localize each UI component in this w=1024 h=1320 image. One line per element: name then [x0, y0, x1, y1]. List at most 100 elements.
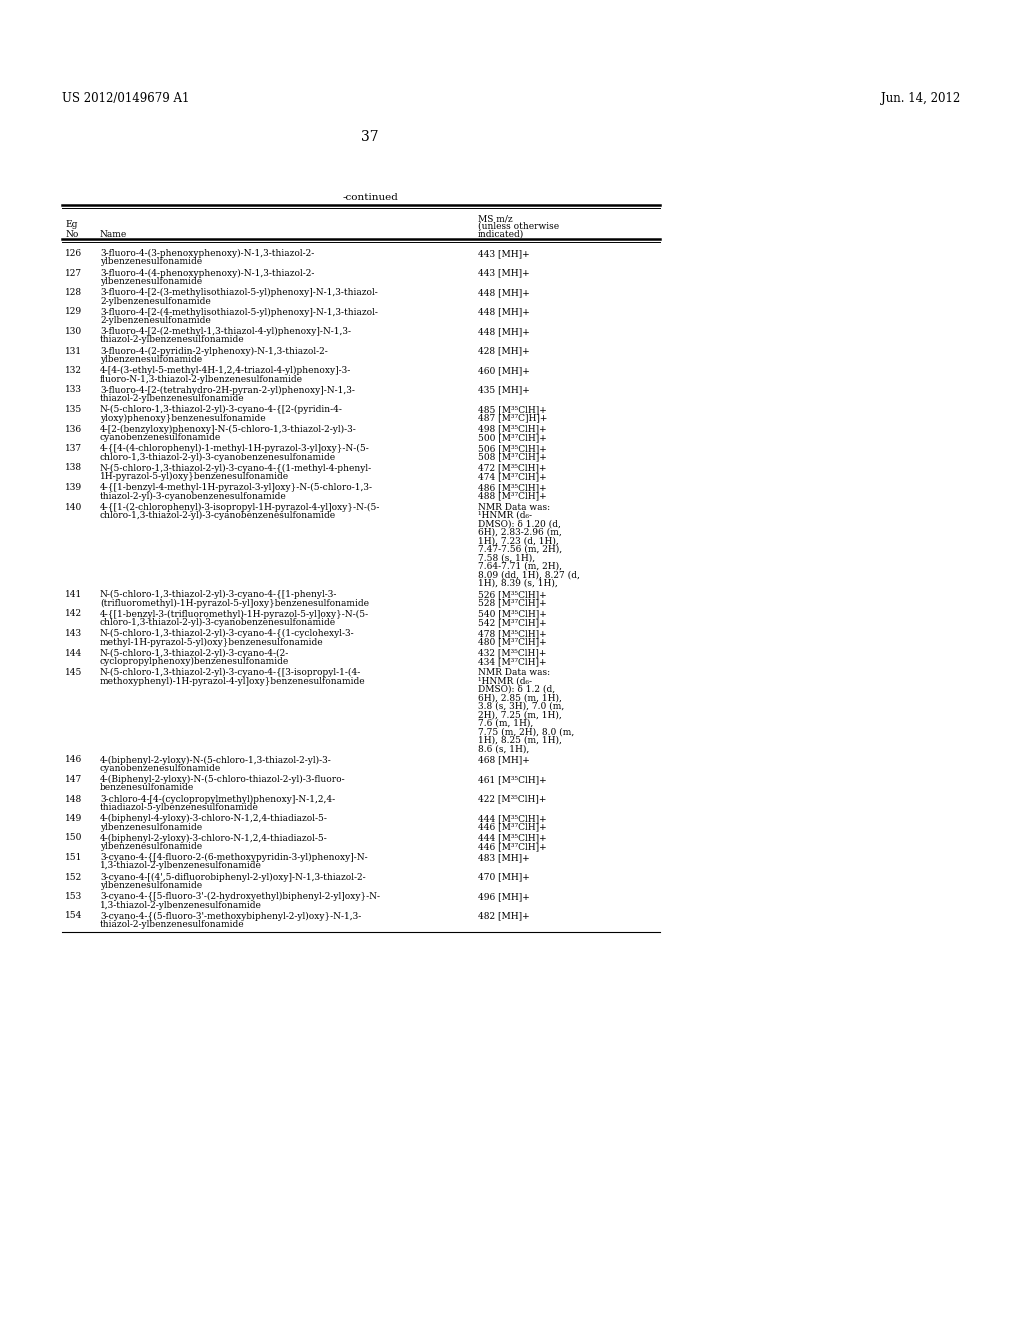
Text: 4-[2-(benzyloxy)phenoxy]-N-(5-chloro-1,3-thiazol-2-yl)-3-: 4-[2-(benzyloxy)phenoxy]-N-(5-chloro-1,3…	[100, 425, 356, 434]
Text: 37: 37	[361, 129, 379, 144]
Text: 4-(Biphenyl-2-yloxy)-N-(5-chloro-thiazol-2-yl)-3-fluoro-: 4-(Biphenyl-2-yloxy)-N-(5-chloro-thiazol…	[100, 775, 346, 784]
Text: N-(5-chloro-1,3-thiazol-2-yl)-3-cyano-4-{[3-isopropyl-1-(4-: N-(5-chloro-1,3-thiazol-2-yl)-3-cyano-4-…	[100, 668, 361, 677]
Text: (unless otherwise: (unless otherwise	[478, 222, 559, 231]
Text: ylbenzenesulfonamide: ylbenzenesulfonamide	[100, 355, 202, 364]
Text: 137: 137	[65, 444, 82, 453]
Text: 474 [M³⁷ClH]+: 474 [M³⁷ClH]+	[478, 473, 547, 480]
Text: 3-fluoro-4-[2-(4-methylisothiazol-5-yl)phenoxy]-N-1,3-thiazol-: 3-fluoro-4-[2-(4-methylisothiazol-5-yl)p…	[100, 308, 378, 317]
Text: 432 [M³⁵ClH]+: 432 [M³⁵ClH]+	[478, 648, 547, 657]
Text: ylbenzenesulfonamide: ylbenzenesulfonamide	[100, 822, 202, 832]
Text: 132: 132	[65, 366, 82, 375]
Text: thiazol-2-ylbenzenesulfonamide: thiazol-2-ylbenzenesulfonamide	[100, 393, 245, 403]
Text: 446 [M³⁷ClH]+: 446 [M³⁷ClH]+	[478, 842, 547, 851]
Text: 4-(biphenyl-4-yloxy)-3-chloro-N-1,2,4-thiadiazol-5-: 4-(biphenyl-4-yloxy)-3-chloro-N-1,2,4-th…	[100, 814, 328, 824]
Text: 496 [MH]+: 496 [MH]+	[478, 892, 529, 902]
Text: 7.75 (m, 2H), 8.0 (m,: 7.75 (m, 2H), 8.0 (m,	[478, 727, 574, 737]
Text: 4-[4-(3-ethyl-5-methyl-4H-1,2,4-triazol-4-yl)phenoxy]-3-: 4-[4-(3-ethyl-5-methyl-4H-1,2,4-triazol-…	[100, 366, 351, 375]
Text: 468 [MH]+: 468 [MH]+	[478, 755, 529, 764]
Text: chloro-1,3-thiazol-2-yl)-3-cyanobenzenesulfonamide: chloro-1,3-thiazol-2-yl)-3-cyanobenzenes…	[100, 511, 336, 520]
Text: 142: 142	[65, 610, 82, 619]
Text: 542 [M³⁷ClH]+: 542 [M³⁷ClH]+	[478, 618, 547, 627]
Text: 149: 149	[65, 814, 82, 822]
Text: 3-cyano-4-{[4-fluoro-2-(6-methoxypyridin-3-yl)phenoxy]-N-: 3-cyano-4-{[4-fluoro-2-(6-methoxypyridin…	[100, 853, 368, 862]
Text: 443 [MH]+: 443 [MH]+	[478, 249, 529, 257]
Text: 138: 138	[65, 463, 82, 473]
Text: 486 [M³⁵ClH]+: 486 [M³⁵ClH]+	[478, 483, 547, 492]
Text: 508 [M³⁷ClH]+: 508 [M³⁷ClH]+	[478, 453, 547, 462]
Text: 8.09 (dd, 1H), 8.27 (d,: 8.09 (dd, 1H), 8.27 (d,	[478, 570, 580, 579]
Text: ylbenzenesulfonamide: ylbenzenesulfonamide	[100, 880, 202, 890]
Text: 3-fluoro-4-(2-pyridin-2-ylphenoxy)-N-1,3-thiazol-2-: 3-fluoro-4-(2-pyridin-2-ylphenoxy)-N-1,3…	[100, 346, 328, 355]
Text: methoxyphenyl)-1H-pyrazol-4-yl]oxy}benzenesulfonamide: methoxyphenyl)-1H-pyrazol-4-yl]oxy}benze…	[100, 676, 366, 685]
Text: 126: 126	[65, 249, 82, 257]
Text: US 2012/0149679 A1: US 2012/0149679 A1	[62, 92, 189, 106]
Text: Jun. 14, 2012: Jun. 14, 2012	[881, 92, 961, 106]
Text: -continued: -continued	[342, 193, 398, 202]
Text: 1,3-thiazol-2-ylbenzenesulfonamide: 1,3-thiazol-2-ylbenzenesulfonamide	[100, 862, 262, 870]
Text: 7.6 (m, 1H),: 7.6 (m, 1H),	[478, 719, 534, 729]
Text: 3-fluoro-4-(4-phenoxyphenoxy)-N-1,3-thiazol-2-: 3-fluoro-4-(4-phenoxyphenoxy)-N-1,3-thia…	[100, 268, 314, 277]
Text: 153: 153	[65, 892, 82, 902]
Text: 4-{[1-benzyl-4-methyl-1H-pyrazol-3-yl]oxy}-N-(5-chloro-1,3-: 4-{[1-benzyl-4-methyl-1H-pyrazol-3-yl]ox…	[100, 483, 373, 492]
Text: 131: 131	[65, 346, 82, 355]
Text: 3-cyano-4-{[5-fluoro-3'-(2-hydroxyethyl)biphenyl-2-yl]oxy}-N-: 3-cyano-4-{[5-fluoro-3'-(2-hydroxyethyl)…	[100, 892, 380, 902]
Text: 446 [M³⁷ClH]+: 446 [M³⁷ClH]+	[478, 822, 547, 832]
Text: ¹HNMR (d₆-: ¹HNMR (d₆-	[478, 676, 532, 685]
Text: 6H), 2.85 (m, 1H),: 6H), 2.85 (m, 1H),	[478, 693, 562, 702]
Text: 444 [M³⁵ClH]+: 444 [M³⁵ClH]+	[478, 814, 547, 822]
Text: 480 [M³⁷ClH]+: 480 [M³⁷ClH]+	[478, 638, 547, 647]
Text: 422 [M³⁵ClH]+: 422 [M³⁵ClH]+	[478, 795, 547, 804]
Text: 3-cyano-4-{(5-fluoro-3'-methoxybiphenyl-2-yl)oxy}-N-1,3-: 3-cyano-4-{(5-fluoro-3'-methoxybiphenyl-…	[100, 912, 361, 920]
Text: 7.64-7.71 (m, 2H),: 7.64-7.71 (m, 2H),	[478, 562, 562, 572]
Text: 148: 148	[65, 795, 82, 804]
Text: methyl-1H-pyrazol-5-yl)oxy}benzenesulfonamide: methyl-1H-pyrazol-5-yl)oxy}benzenesulfon…	[100, 638, 324, 647]
Text: 434 [M³⁷ClH]+: 434 [M³⁷ClH]+	[478, 657, 547, 667]
Text: 2H), 7.25 (m, 1H),: 2H), 7.25 (m, 1H),	[478, 710, 562, 719]
Text: 482 [MH]+: 482 [MH]+	[478, 912, 529, 920]
Text: 4-(biphenyl-2-yloxy)-3-chloro-N-1,2,4-thiadiazol-5-: 4-(biphenyl-2-yloxy)-3-chloro-N-1,2,4-th…	[100, 833, 328, 842]
Text: ylbenzenesulfonamide: ylbenzenesulfonamide	[100, 277, 202, 286]
Text: 150: 150	[65, 833, 82, 842]
Text: ¹HNMR (d₆-: ¹HNMR (d₆-	[478, 511, 532, 520]
Text: yloxy)phenoxy}benzenesulfonamide: yloxy)phenoxy}benzenesulfonamide	[100, 413, 265, 422]
Text: 139: 139	[65, 483, 82, 492]
Text: 3-cyano-4-[(4',5-difluorobiphenyl-2-yl)oxy]-N-1,3-thiazol-2-: 3-cyano-4-[(4',5-difluorobiphenyl-2-yl)o…	[100, 873, 366, 882]
Text: N-(5-chloro-1,3-thiazol-2-yl)-3-cyano-4-{(1-cyclohexyl-3-: N-(5-chloro-1,3-thiazol-2-yl)-3-cyano-4-…	[100, 630, 354, 638]
Text: 140: 140	[65, 503, 82, 511]
Text: 448 [MH]+: 448 [MH]+	[478, 288, 529, 297]
Text: (trifluoromethyl)-1H-pyrazol-5-yl]oxy}benzenesulfonamide: (trifluoromethyl)-1H-pyrazol-5-yl]oxy}be…	[100, 598, 369, 607]
Text: cyanobenzenesulfonamide: cyanobenzenesulfonamide	[100, 433, 221, 442]
Text: 2-ylbenzenesulfonamide: 2-ylbenzenesulfonamide	[100, 315, 211, 325]
Text: 1H), 8.39 (s, 1H),: 1H), 8.39 (s, 1H),	[478, 579, 558, 587]
Text: 1H), 8.25 (m, 1H),: 1H), 8.25 (m, 1H),	[478, 737, 562, 744]
Text: N-(5-chloro-1,3-thiazol-2-yl)-3-cyano-4-{[2-(pyridin-4-: N-(5-chloro-1,3-thiazol-2-yl)-3-cyano-4-…	[100, 405, 343, 414]
Text: 141: 141	[65, 590, 82, 599]
Text: 478 [M³⁵ClH]+: 478 [M³⁵ClH]+	[478, 630, 547, 638]
Text: 127: 127	[65, 268, 82, 277]
Text: 7.58 (s, 1H),: 7.58 (s, 1H),	[478, 553, 536, 562]
Text: fluoro-N-1,3-thiazol-2-ylbenzenesulfonamide: fluoro-N-1,3-thiazol-2-ylbenzenesulfonam…	[100, 375, 303, 384]
Text: 129: 129	[65, 308, 82, 317]
Text: indicated): indicated)	[478, 230, 524, 239]
Text: thiazol-2-yl)-3-cyanobenzenesulfonamide: thiazol-2-yl)-3-cyanobenzenesulfonamide	[100, 491, 287, 500]
Text: MS m/z: MS m/z	[478, 214, 513, 223]
Text: Name: Name	[100, 230, 127, 239]
Text: ylbenzenesulfonamide: ylbenzenesulfonamide	[100, 842, 202, 851]
Text: 485 [M³⁵ClH]+: 485 [M³⁵ClH]+	[478, 405, 547, 414]
Text: thiadiazol-5-ylbenzenesulfonamide: thiadiazol-5-ylbenzenesulfonamide	[100, 803, 259, 812]
Text: 135: 135	[65, 405, 82, 414]
Text: DMSO): δ 1.2 (d,: DMSO): δ 1.2 (d,	[478, 685, 555, 694]
Text: 528 [M³⁷ClH]+: 528 [M³⁷ClH]+	[478, 598, 547, 607]
Text: 443 [MH]+: 443 [MH]+	[478, 268, 529, 277]
Text: 2-ylbenzenesulfonamide: 2-ylbenzenesulfonamide	[100, 297, 211, 305]
Text: 154: 154	[65, 912, 82, 920]
Text: 461 [M³⁵ClH]+: 461 [M³⁵ClH]+	[478, 775, 547, 784]
Text: 3.8 (s, 3H), 7.0 (m,: 3.8 (s, 3H), 7.0 (m,	[478, 702, 564, 711]
Text: 133: 133	[65, 385, 82, 395]
Text: 472 [M³⁵ClH]+: 472 [M³⁵ClH]+	[478, 463, 547, 473]
Text: 3-fluoro-4-[2-(2-methyl-1,3-thiazol-4-yl)phenoxy]-N-1,3-: 3-fluoro-4-[2-(2-methyl-1,3-thiazol-4-yl…	[100, 327, 351, 337]
Text: 143: 143	[65, 630, 82, 638]
Text: 3-fluoro-4-(3-phenoxyphenoxy)-N-1,3-thiazol-2-: 3-fluoro-4-(3-phenoxyphenoxy)-N-1,3-thia…	[100, 249, 314, 259]
Text: 130: 130	[65, 327, 82, 337]
Text: No: No	[65, 230, 79, 239]
